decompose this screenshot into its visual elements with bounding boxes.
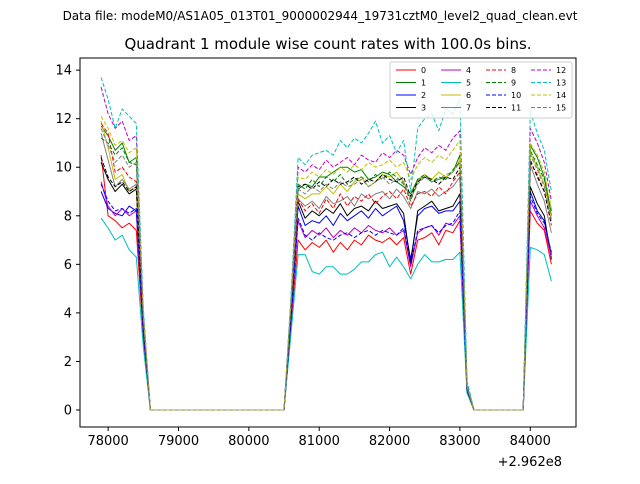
x-tick-label: 78000 [87, 434, 128, 449]
figure-suptitle: Data file: modeM0/AS1A05_013T01_90000029… [63, 9, 578, 23]
x-tick-label: 81000 [299, 434, 340, 449]
y-tick-label: 2 [64, 355, 72, 370]
y-tick-label: 8 [64, 209, 72, 224]
x-tick-label: 80000 [228, 434, 269, 449]
y-tick-label: 10 [55, 161, 72, 176]
y-tick-label: 12 [55, 112, 72, 127]
legend-label-8: 8 [511, 66, 516, 75]
legend-label-2: 2 [421, 91, 426, 100]
series-line-15 [100, 128, 552, 411]
legend-label-13: 13 [556, 79, 566, 88]
y-tick-label: 4 [64, 306, 72, 321]
y-tick-label: 6 [64, 258, 72, 273]
x-tick-label: 83000 [439, 434, 480, 449]
series-layer [100, 77, 552, 411]
legend-label-5: 5 [466, 79, 471, 88]
legend-label-4: 4 [466, 66, 471, 75]
legend-label-6: 6 [466, 91, 471, 100]
axes: 78000 79000 80000 81000 82000 83000 84000 0 2 4 6 8… [55, 57, 577, 449]
x-offset-label: +2.962e8 [498, 455, 562, 470]
x-tick-label: 84000 [510, 434, 551, 449]
legend-label-1: 1 [421, 79, 426, 88]
chart-title: Quadrant 1 module wise count rates with … [124, 35, 531, 53]
y-tick-label: 14 [55, 64, 72, 79]
legend-label-12: 12 [556, 66, 566, 75]
legend-label-11: 11 [511, 104, 521, 113]
legend-label-0: 0 [421, 66, 426, 75]
legend-label-15: 15 [556, 104, 566, 113]
legend-label-7: 7 [466, 104, 471, 113]
legend-label-14: 14 [556, 91, 566, 100]
series-line-14 [100, 116, 552, 411]
legend-label-10: 10 [511, 91, 521, 100]
legend-box [389, 61, 573, 119]
y-tick-label: 0 [64, 404, 72, 419]
plot-frame [79, 57, 577, 428]
x-tick-label: 79000 [158, 434, 199, 449]
x-tick-label: 82000 [369, 434, 410, 449]
legend-label-3: 3 [421, 104, 426, 113]
legend-label-9: 9 [511, 79, 516, 88]
